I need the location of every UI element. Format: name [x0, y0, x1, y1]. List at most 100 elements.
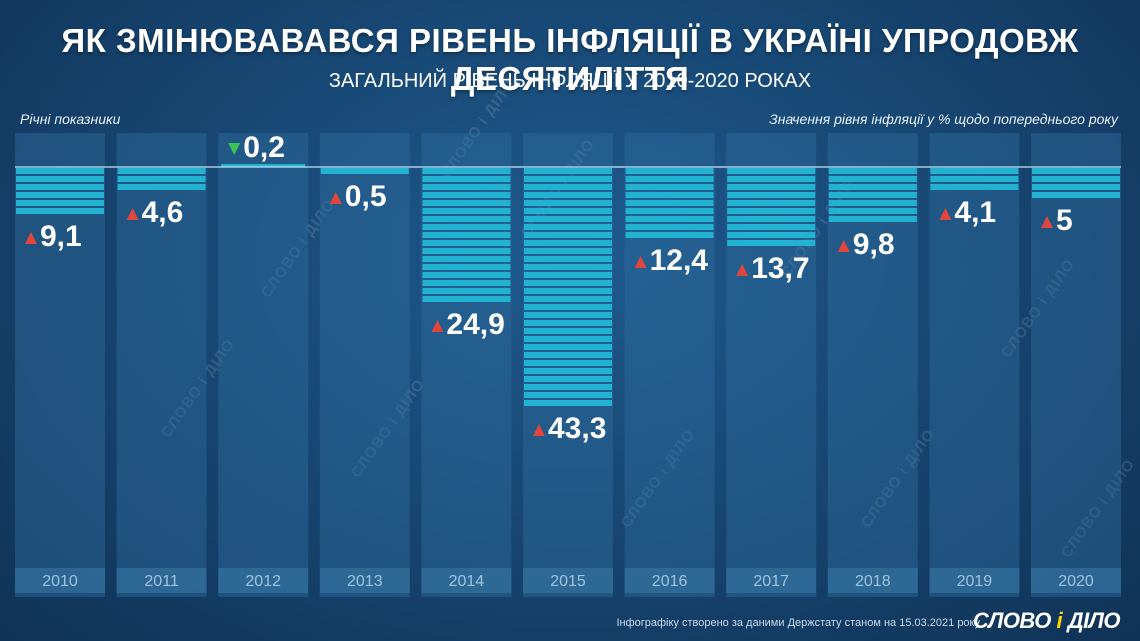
bar-line	[117, 184, 206, 190]
bar-line	[524, 216, 612, 222]
bar-line	[524, 360, 612, 366]
bar-line	[524, 184, 612, 190]
bar-line	[524, 240, 612, 246]
bar-line	[930, 176, 1019, 182]
bar-line	[422, 168, 511, 174]
bar-line	[422, 272, 511, 278]
bar-line	[727, 184, 816, 190]
bar-line	[524, 344, 612, 350]
x-tick-label: 2018	[855, 573, 891, 590]
bar-line	[727, 232, 816, 238]
bar-line	[524, 376, 612, 382]
year-label-bg	[827, 568, 918, 593]
column-background	[1031, 133, 1121, 597]
bar-line	[828, 216, 917, 222]
bar-line	[524, 384, 612, 390]
up-arrow-icon	[736, 264, 749, 276]
bar-line	[1032, 168, 1120, 174]
bar-line	[524, 192, 612, 198]
bar-line	[625, 224, 714, 230]
bar-line	[524, 272, 612, 278]
year-label-bg	[15, 568, 105, 593]
bar-line	[727, 216, 816, 222]
bar-line	[422, 288, 511, 294]
bar-line	[524, 232, 612, 238]
x-tick-label: 2014	[449, 573, 485, 590]
up-arrow-icon	[1041, 216, 1053, 228]
bar-line	[828, 200, 917, 206]
bar-line	[625, 216, 714, 222]
bar-line	[828, 192, 917, 198]
bar-line	[625, 184, 714, 190]
bar-line	[524, 328, 612, 334]
year-label-bg	[523, 568, 613, 593]
up-arrow-icon	[126, 208, 139, 220]
bar-line	[422, 176, 511, 182]
bar-line	[524, 320, 612, 326]
bar-line	[524, 280, 612, 286]
bar-line	[422, 256, 511, 262]
bar-line	[524, 288, 612, 294]
up-arrow-icon	[431, 320, 444, 332]
data-label: 24,9	[446, 308, 504, 341]
up-arrow-icon	[25, 232, 37, 244]
bar-line	[625, 168, 714, 174]
bar-line	[524, 208, 612, 214]
bar-line	[422, 280, 511, 286]
x-tick-label: 2017	[753, 573, 789, 590]
bar-line	[16, 192, 104, 198]
logo-word-2: ДІЛО	[1067, 608, 1121, 633]
bar-line	[625, 192, 714, 198]
down-arrow-icon	[228, 143, 241, 155]
bar-line	[828, 176, 917, 182]
bar-line	[221, 164, 306, 167]
x-tick-label: 2010	[42, 573, 78, 590]
bar-line	[524, 400, 612, 406]
bar-line	[422, 192, 511, 198]
bar-line	[828, 208, 917, 214]
bar-line	[524, 296, 612, 302]
year-label-bg	[421, 568, 512, 593]
annual-figures-note: Річні показники	[20, 111, 121, 127]
bar-line	[524, 200, 612, 206]
bar-line	[422, 296, 511, 302]
column-background	[319, 133, 410, 597]
bar-line	[16, 168, 104, 174]
bar-line	[828, 184, 917, 190]
bar-line	[524, 176, 612, 182]
bar-line	[1032, 184, 1120, 190]
bar-line	[930, 184, 1019, 190]
data-label: 43,3	[548, 412, 606, 445]
year-label-bg	[1031, 568, 1121, 593]
bar-line	[524, 256, 612, 262]
bar-line	[16, 200, 104, 206]
x-tick-label: 2016	[652, 573, 688, 590]
bar-line	[16, 176, 104, 182]
bar-line	[727, 208, 816, 214]
units-note: Значення рівня інфляції у % щодо поперед…	[769, 111, 1118, 127]
bar-line	[16, 208, 104, 214]
bar-line	[625, 232, 714, 238]
bar-line	[727, 192, 816, 198]
bar-line	[727, 200, 816, 206]
up-arrow-icon	[634, 256, 647, 268]
bar-line	[422, 224, 511, 230]
bar-line	[524, 392, 612, 398]
bar-line	[524, 304, 612, 310]
bar-line	[930, 168, 1019, 174]
year-label-bg	[319, 568, 410, 593]
column-background	[218, 133, 309, 597]
year-label-bg	[624, 568, 715, 593]
x-tick-label: 2013	[347, 573, 383, 590]
bar-line	[1032, 192, 1120, 198]
year-label-bg	[218, 568, 309, 593]
bar-line	[625, 200, 714, 206]
year-label-bg	[726, 568, 817, 593]
bar-line	[422, 264, 511, 270]
x-tick-label: 2019	[957, 573, 993, 590]
data-label: 5	[1056, 204, 1073, 237]
bar-line	[524, 312, 612, 318]
data-label: 4,1	[954, 196, 996, 229]
bar-line	[727, 168, 816, 174]
bar-line	[320, 168, 409, 174]
